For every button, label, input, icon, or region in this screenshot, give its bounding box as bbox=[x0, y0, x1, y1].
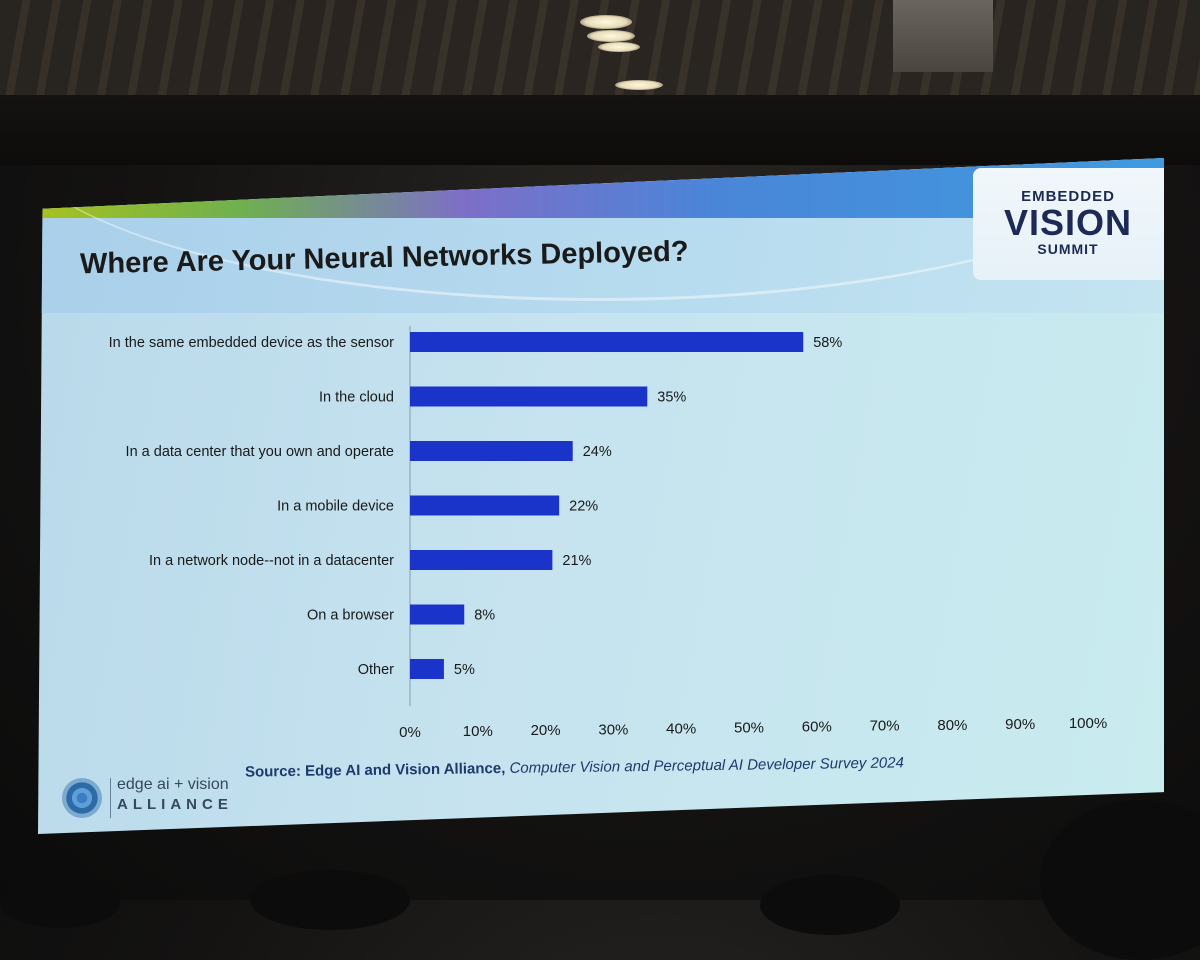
ceiling-light bbox=[580, 15, 632, 29]
ceiling-light bbox=[587, 30, 635, 42]
x-tick-label: 10% bbox=[463, 723, 493, 740]
bar bbox=[410, 659, 444, 679]
ceiling-panel bbox=[893, 0, 993, 72]
x-tick-label: 30% bbox=[598, 721, 628, 738]
bar bbox=[410, 495, 560, 516]
bar bbox=[410, 441, 573, 461]
data-label: 24% bbox=[583, 444, 612, 460]
x-tick-label: 0% bbox=[399, 724, 421, 741]
x-tick-label: 20% bbox=[531, 722, 561, 739]
edge-ai-vision-alliance-logo: edge ai + vision ALLIANCE bbox=[62, 776, 262, 824]
x-tick-label: 80% bbox=[937, 717, 967, 734]
alliance-logo-line-2: ALLIANCE bbox=[117, 796, 233, 813]
ceiling-light bbox=[615, 80, 663, 90]
audience-head bbox=[760, 875, 900, 935]
audience-head bbox=[1040, 800, 1200, 960]
alliance-dots-icon bbox=[62, 778, 102, 818]
bar bbox=[410, 386, 648, 407]
slide-header-arc bbox=[38, 158, 1164, 301]
x-tick-label: 60% bbox=[802, 719, 832, 736]
audience-head bbox=[250, 870, 410, 930]
logo-line-3: SUMMIT bbox=[1037, 241, 1099, 257]
logo-line-2: VISION bbox=[1003, 202, 1133, 243]
logo-separator bbox=[110, 778, 111, 818]
bar bbox=[410, 604, 465, 625]
logo-line-1: EMBEDDED bbox=[1021, 188, 1115, 205]
embedded-vision-summit-logo: EMBEDDED VISION SUMMIT bbox=[993, 188, 1143, 257]
category-label: In the cloud bbox=[319, 390, 394, 406]
category-label: Other bbox=[358, 662, 394, 678]
data-label: 58% bbox=[813, 335, 842, 351]
x-tick-label: 100% bbox=[1069, 715, 1107, 732]
audience-head bbox=[0, 878, 120, 928]
logo-panel bbox=[973, 168, 1164, 280]
data-label: 35% bbox=[657, 390, 686, 406]
x-tick-label: 40% bbox=[666, 720, 696, 737]
ceiling-shadow bbox=[0, 95, 1200, 165]
x-tick-label: 50% bbox=[734, 720, 764, 737]
data-label: 22% bbox=[569, 499, 598, 515]
bar bbox=[410, 332, 804, 352]
data-label: 21% bbox=[562, 553, 591, 569]
category-label: On a browser bbox=[307, 608, 394, 624]
alliance-logo-line-1: edge ai + vision bbox=[117, 776, 229, 793]
data-label: 8% bbox=[474, 608, 495, 624]
x-tick-label: 90% bbox=[1005, 716, 1035, 733]
bar-chart: In the same embedded device as the senso… bbox=[109, 326, 1107, 741]
bar bbox=[410, 550, 553, 570]
category-label: In a network node--not in a datacenter bbox=[149, 553, 394, 569]
category-label: In the same embedded device as the senso… bbox=[109, 335, 395, 351]
data-label: 5% bbox=[454, 662, 475, 678]
category-label: In a mobile device bbox=[277, 499, 394, 515]
x-tick-label: 70% bbox=[870, 718, 900, 735]
ceiling-light bbox=[598, 42, 640, 52]
presentation-slide: EMBEDDED VISION SUMMIT Where Are Your Ne… bbox=[38, 158, 1164, 834]
category-label: In a data center that you own and operat… bbox=[126, 444, 394, 460]
